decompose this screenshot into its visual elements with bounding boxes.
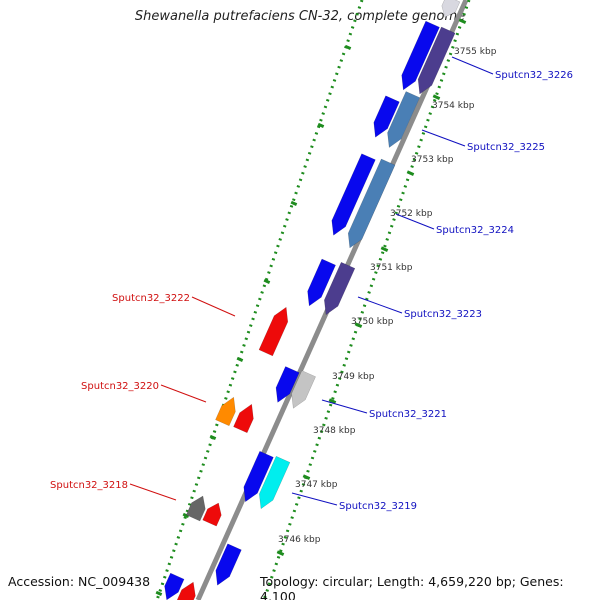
- outer-tick-ring: [155, 0, 364, 600]
- gene-leader-line: [291, 492, 338, 506]
- gene-label: Sputcn32_3225: [467, 142, 545, 153]
- sputcn32-3224-gene-arrow: [347, 158, 396, 249]
- reverse-cds-arrow: [307, 258, 336, 307]
- sputcn32-3223-gene-arrow: [324, 261, 356, 316]
- outer-major-tick: [263, 278, 271, 285]
- kbp-scale-label: 3746 kbp: [278, 535, 321, 545]
- inner-major-tick: [354, 322, 363, 329]
- outer-major-tick: [209, 434, 217, 441]
- sputcn32-3219-gene-arrow: [259, 455, 291, 510]
- accession-text: Accession: NC_009438: [8, 574, 151, 589]
- outer-major-tick: [236, 356, 244, 363]
- inner-tick-ring: [262, 0, 471, 600]
- outer-major-tick: [317, 122, 325, 129]
- gene-label: Sputcn32_3226: [495, 70, 573, 81]
- reverse-cds-arrow: [331, 153, 376, 236]
- reverse-cds-arrow: [401, 20, 440, 91]
- sputcn32-3226-shade-arrow: [441, 0, 461, 18]
- sputcn32-3226-rna-arrow: [417, 26, 456, 95]
- outer-major-tick: [182, 512, 190, 519]
- gene-label: Sputcn32_3219: [339, 501, 417, 512]
- gene-leader-line: [395, 213, 435, 230]
- forward-cds-arrow: [233, 403, 254, 434]
- gene-label: Sputcn32_3221: [369, 409, 447, 420]
- kbp-scale-label: 3753 kbp: [411, 155, 454, 165]
- gene-leader-line: [191, 296, 236, 317]
- gene-label: Sputcn32_3220: [81, 381, 159, 392]
- gene-leader-line: [421, 129, 466, 147]
- inner-major-tick: [302, 474, 311, 481]
- gene-leader-line: [451, 56, 494, 75]
- gene-leader-line: [129, 483, 177, 501]
- kbp-scale-label: 3755 kbp: [454, 47, 497, 57]
- inner-major-tick: [406, 170, 415, 177]
- inner-major-tick: [328, 398, 337, 405]
- outer-major-tick: [344, 44, 352, 51]
- forward-cds-arrow: [176, 581, 196, 600]
- reverse-cds-arrow: [243, 450, 274, 503]
- inner-major-tick: [276, 550, 285, 557]
- gene-label: Sputcn32_3218: [50, 480, 128, 491]
- inner-major-tick: [380, 246, 389, 253]
- reverse-cds-arrow: [275, 366, 300, 403]
- gene-leader-line: [160, 384, 207, 403]
- kbp-scale-label: 3749 kbp: [332, 372, 375, 382]
- outer-major-tick: [155, 590, 163, 597]
- sputcn32-3222-gene-arrow: [258, 306, 289, 357]
- inner-major-tick: [432, 94, 441, 101]
- kbp-scale-label: 3747 kbp: [295, 480, 338, 490]
- inner-major-tick: [458, 18, 467, 25]
- sputcn32-3220-gene-arrow: [215, 396, 236, 427]
- outer-major-tick: [290, 200, 298, 207]
- genome-title: Shewanella putrefaciens CN-32, complete …: [134, 9, 466, 24]
- reverse-cds-arrow: [164, 572, 185, 600]
- kbp-scale-label: 3750 kbp: [351, 317, 394, 327]
- sputcn32-3221-gene-arrow: [291, 370, 316, 409]
- gene-leader-line: [321, 399, 368, 414]
- forward-cds-arrow: [202, 502, 222, 527]
- sputcn32-3225-gene-arrow: [387, 91, 421, 148]
- gene-leader-line: [357, 296, 403, 314]
- reverse-cds-arrow: [215, 543, 242, 586]
- kbp-scale-label: 3751 kbp: [370, 263, 413, 273]
- kbp-scale-label: 3748 kbp: [313, 426, 356, 436]
- reverse-cds-arrow: [373, 95, 400, 138]
- sputcn32-3218-gene-arrow: [185, 495, 206, 522]
- gene-label: Sputcn32_3223: [404, 309, 482, 320]
- topology-summary: Topology: circular; Length: 4,659,220 bp…: [260, 574, 564, 600]
- gene-label: Sputcn32_3224: [436, 225, 514, 236]
- kbp-scale-label: 3754 kbp: [432, 101, 475, 111]
- kbp-scale-label: 3752 kbp: [390, 209, 433, 219]
- gene-label: Sputcn32_3222: [112, 293, 190, 304]
